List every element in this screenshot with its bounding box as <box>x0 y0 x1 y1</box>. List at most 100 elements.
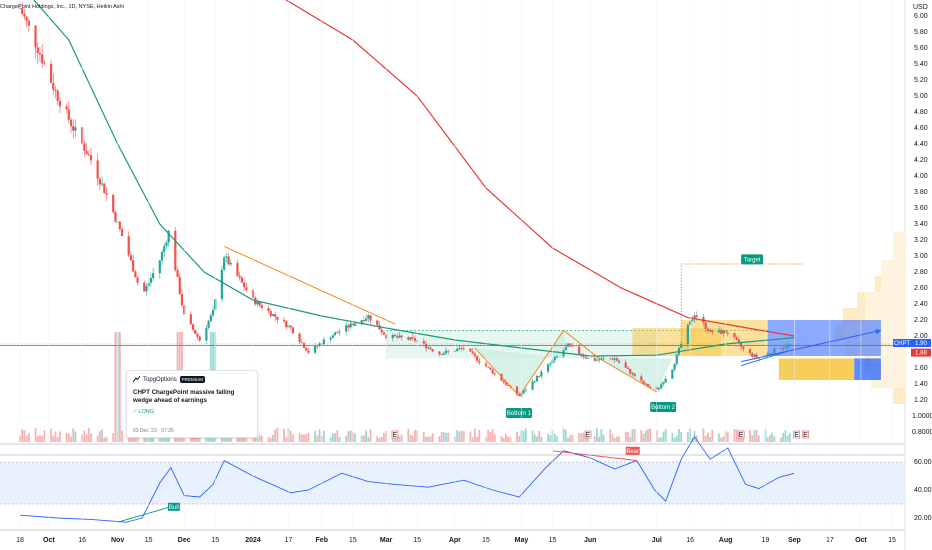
candle-down <box>617 360 621 363</box>
volume-bar <box>578 433 581 442</box>
time-axis-label: 15 <box>211 537 219 544</box>
time-axis-label: 15 <box>888 537 896 544</box>
volume-profile-zone <box>881 260 905 292</box>
idea-card[interactable]: TopgOptions PREMIUM CHPT ChargePoint mas… <box>126 370 258 438</box>
candle-up <box>367 315 370 319</box>
earnings-flag-label: E <box>393 432 398 439</box>
candle-up <box>229 262 232 265</box>
volume-bar <box>735 429 738 442</box>
price-axis-label: 3.60 <box>914 205 928 212</box>
candle-down <box>96 160 99 179</box>
candle-down <box>478 360 481 363</box>
candle-down <box>768 353 772 355</box>
supply-zone <box>681 320 768 356</box>
time-axis-label: Sep <box>788 537 801 544</box>
earnings-flag[interactable] <box>391 430 399 439</box>
volume-bar <box>85 434 88 442</box>
volume-bar <box>331 433 334 442</box>
volume-bar <box>518 436 521 442</box>
volume-bar <box>345 435 348 442</box>
volume-bar <box>380 436 383 442</box>
candle-down <box>347 325 350 328</box>
volume-bar <box>83 430 86 442</box>
candle-down <box>429 347 432 350</box>
earnings-flag[interactable] <box>737 430 745 439</box>
bottom2-triangle <box>599 358 673 392</box>
time-axis-label: Jul <box>652 537 662 544</box>
volume-bar <box>114 332 117 442</box>
volume-bar <box>469 431 472 442</box>
candle-down <box>316 345 319 347</box>
volume-bar <box>786 435 789 442</box>
bull-label: Bull <box>169 505 179 511</box>
earnings-flag[interactable] <box>584 430 592 439</box>
candle-down <box>629 368 632 374</box>
volume-bar <box>580 433 583 442</box>
candle-down <box>737 339 741 343</box>
volume-bar <box>21 429 24 442</box>
price-axis-label: 5.00 <box>914 93 928 100</box>
candle-up <box>211 309 215 316</box>
volume-bar <box>347 431 350 442</box>
volume-bar <box>382 433 385 442</box>
candle-down <box>735 337 738 340</box>
volume-bar <box>533 434 536 442</box>
candle-up <box>444 350 448 354</box>
time-axis-label: Oct <box>855 537 867 544</box>
candle-down <box>720 330 723 334</box>
volume-bar <box>236 434 239 442</box>
candle-up <box>207 321 210 328</box>
candle-down <box>711 330 714 333</box>
volume-bar <box>516 431 518 442</box>
candle-up <box>784 347 787 349</box>
candle-up <box>163 245 166 252</box>
moving-average-slow <box>285 0 795 337</box>
candle-down <box>120 229 124 237</box>
candle-down <box>649 386 652 388</box>
candle-down <box>189 314 192 325</box>
bull-divergence-line <box>117 506 172 523</box>
volume-bar <box>445 432 447 442</box>
volume-bar <box>400 434 403 442</box>
volume-bar <box>70 436 72 442</box>
volume-bar <box>174 437 177 442</box>
volume-bar <box>307 432 310 442</box>
volume-bar <box>571 434 574 442</box>
volume-bar <box>440 432 443 442</box>
candle-down <box>407 337 410 340</box>
candle-down <box>291 327 295 334</box>
price-axis-label: 2.80 <box>914 269 928 276</box>
idea-title[interactable]: CHPT ChargePoint massive falling wedge a… <box>133 389 235 404</box>
earnings-flag[interactable] <box>802 430 809 439</box>
candle-down <box>23 13 26 17</box>
candle-down <box>493 373 496 375</box>
volume-bar <box>618 436 620 442</box>
candle-up <box>753 354 756 357</box>
candle-up <box>708 330 712 332</box>
candle-down <box>742 346 745 349</box>
candle-down <box>282 319 286 322</box>
candle-down <box>196 333 199 337</box>
candle-up <box>598 359 601 361</box>
candle-down <box>424 343 428 349</box>
volume-bar <box>207 435 210 442</box>
candle-up <box>314 345 317 353</box>
idea-author-row[interactable]: TopgOptions PREMIUM <box>133 376 205 383</box>
candle-down <box>578 346 581 354</box>
volume-bar <box>487 429 490 442</box>
candle-up <box>786 344 789 348</box>
candle-down <box>38 53 42 55</box>
volume-bar <box>285 437 288 442</box>
candle-up <box>271 314 275 316</box>
candle-down <box>72 126 75 131</box>
time-axis-label: Mar <box>380 537 393 544</box>
volume-bar <box>524 428 527 442</box>
volume-bar <box>39 435 41 442</box>
volume-bar <box>789 433 791 442</box>
candle-up <box>533 381 536 383</box>
candle-down <box>65 106 68 110</box>
earnings-flag[interactable] <box>793 430 800 439</box>
candle-down <box>260 305 263 309</box>
candle-up <box>595 359 598 361</box>
